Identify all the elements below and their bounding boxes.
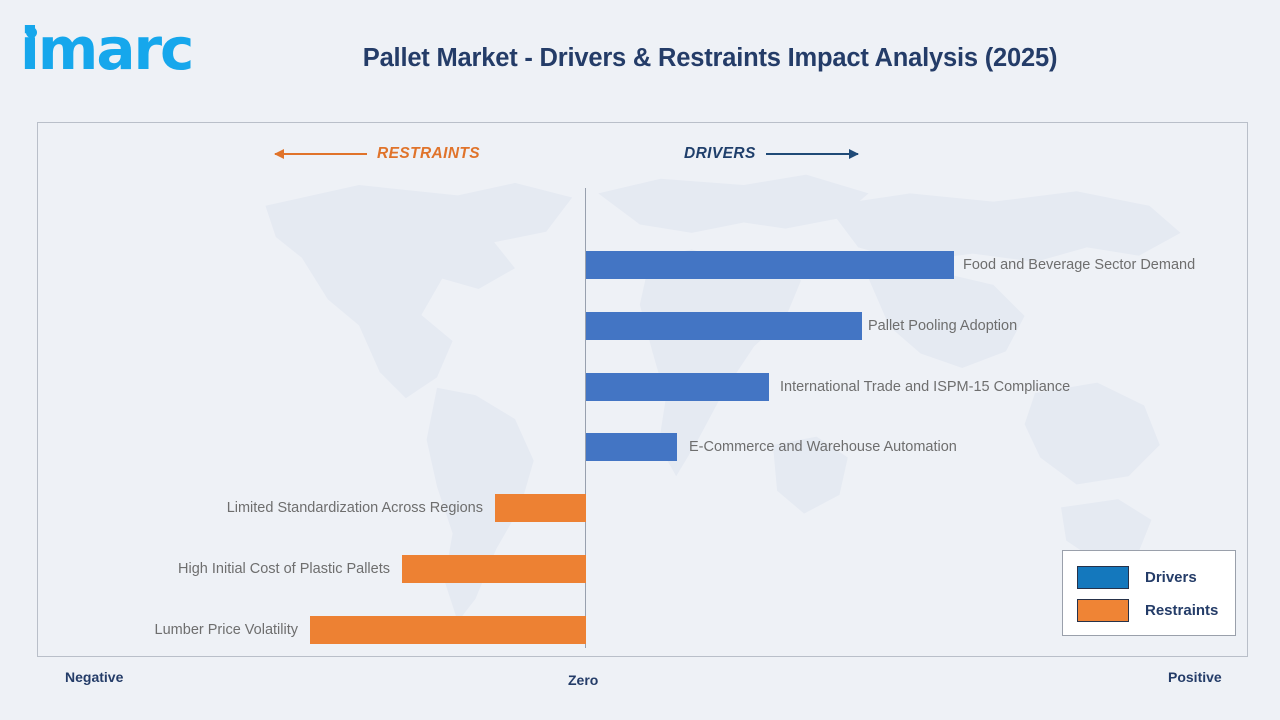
bar-restraint-lumber-price-volatility[interactable] (310, 616, 586, 644)
drivers-direction-header: DRIVERS (684, 145, 859, 163)
bar-label-international-trade-and-ispm-15-compliance: International Trade and ISPM-15 Complian… (780, 379, 1071, 395)
restraints-direction-header: RESTRAINTS (274, 145, 481, 163)
brand-wordmark: imarc (20, 15, 194, 83)
drivers-direction-label: DRIVERS (684, 145, 756, 162)
bar-driver-food-and-beverage-sector-demand[interactable] (586, 251, 954, 279)
legend-swatch-restraints-icon (1077, 599, 1129, 622)
bar-label-high-initial-cost-of-plastic-pallets: High Initial Cost of Plastic Pallets (178, 561, 390, 577)
chart-panel: RESTRAINTS DRIVERS Food and Beverage Sec… (37, 122, 1248, 657)
axis-caption-negative: Negative (65, 669, 124, 685)
zero-axis-line (585, 188, 586, 648)
bar-driver-e-commerce-and-warehouse-automation[interactable] (586, 433, 677, 461)
imarc-logo: imarc (20, 14, 210, 84)
chart-legend: Drivers Restraints (1062, 550, 1236, 636)
axis-caption-positive: Positive (1168, 669, 1222, 685)
page-title: Pallet Market - Drivers & Restraints Imp… (362, 44, 1058, 72)
axis-caption-zero: Zero (568, 672, 599, 688)
bar-restraint-high-initial-cost-of-plastic-pallets[interactable] (402, 555, 586, 583)
bar-restraint-limited-standardization-across-regions[interactable] (495, 494, 586, 522)
legend-swatch-drivers-icon (1077, 566, 1129, 589)
bar-label-limited-standardization-across-regions: Limited Standardization Across Regions (226, 500, 483, 516)
legend-item-restraints[interactable]: Restraints (1077, 594, 1235, 627)
arrow-left-icon (274, 149, 367, 159)
bar-label-food-and-beverage-sector-demand: Food and Beverage Sector Demand (963, 257, 1196, 273)
legend-label-restraints: Restraints (1145, 602, 1219, 619)
bar-label-e-commerce-and-warehouse-automation: E-Commerce and Warehouse Automation (689, 439, 957, 455)
restraints-direction-label: RESTRAINTS (377, 145, 481, 162)
arrow-right-icon (765, 149, 859, 159)
bar-label-pallet-pooling-adoption: Pallet Pooling Adoption (868, 318, 1018, 334)
plot-area: Food and Beverage Sector Demand Pallet P… (38, 123, 1249, 658)
bar-driver-international-trade-and-ispm-15-compliance[interactable] (586, 373, 769, 401)
brand-dot-icon (26, 27, 37, 38)
legend-item-drivers[interactable]: Drivers (1077, 561, 1235, 594)
bar-driver-pallet-pooling-adoption[interactable] (586, 312, 862, 340)
bar-label-lumber-price-volatility: Lumber Price Volatility (154, 622, 298, 638)
legend-label-drivers: Drivers (1145, 569, 1197, 586)
